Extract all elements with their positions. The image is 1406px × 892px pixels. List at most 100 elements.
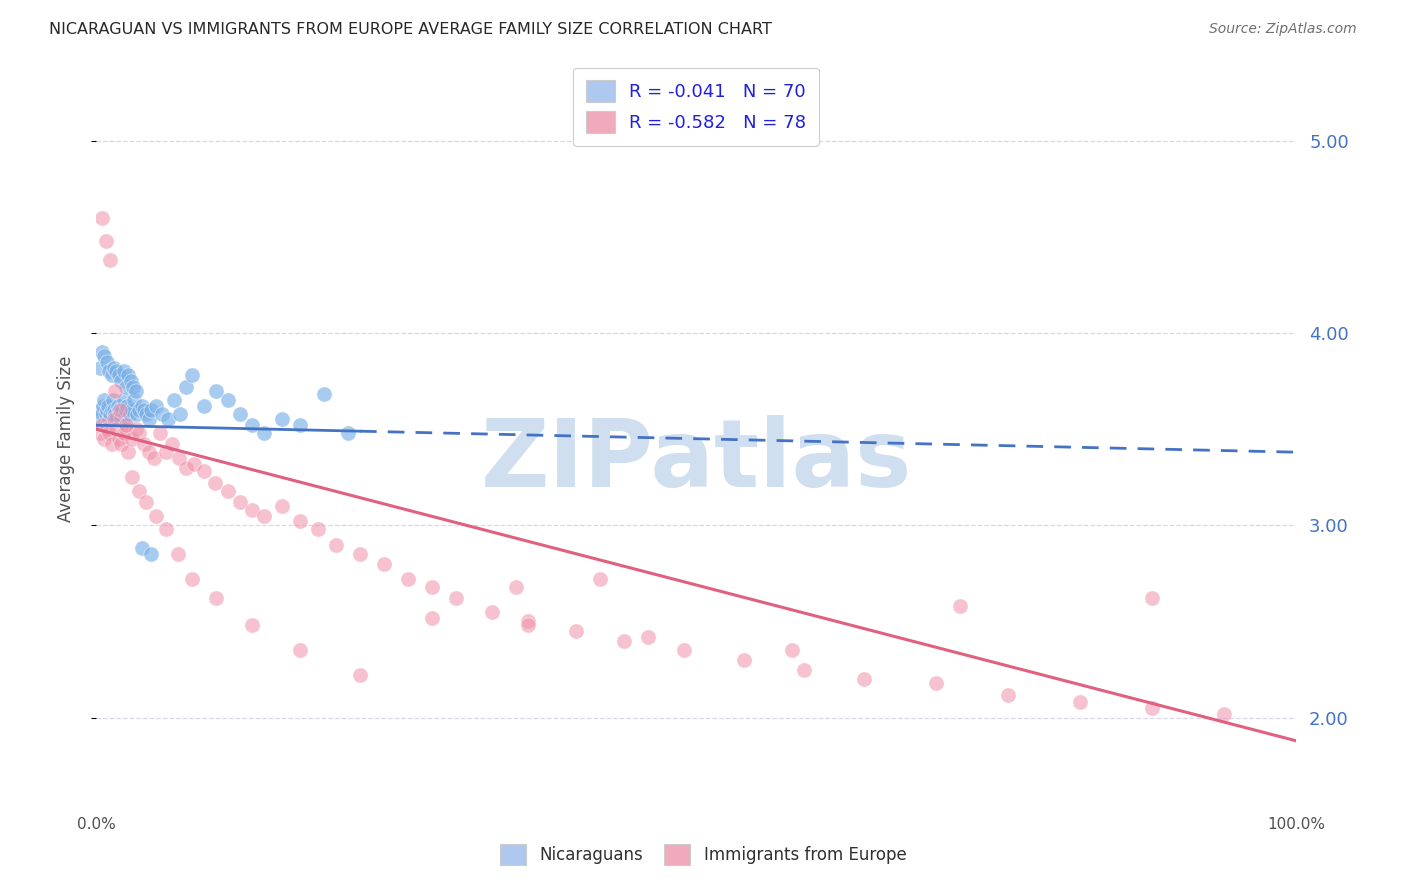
Point xyxy=(135,495,157,509)
Point xyxy=(121,402,143,417)
Point xyxy=(91,418,114,433)
Point xyxy=(104,384,127,398)
Point xyxy=(1069,695,1091,709)
Point xyxy=(156,412,179,426)
Point xyxy=(132,437,155,451)
Point xyxy=(240,618,263,632)
Point xyxy=(105,412,128,426)
Point xyxy=(122,380,145,394)
Point xyxy=(396,572,419,586)
Point xyxy=(997,688,1019,702)
Point xyxy=(288,643,311,657)
Point xyxy=(589,572,612,586)
Point xyxy=(325,537,347,551)
Point xyxy=(793,663,815,677)
Point xyxy=(205,591,228,606)
Point xyxy=(193,399,215,413)
Point xyxy=(349,547,371,561)
Point xyxy=(169,407,191,421)
Point xyxy=(100,402,122,417)
Point xyxy=(125,407,148,421)
Point xyxy=(118,407,141,421)
Point xyxy=(253,508,276,523)
Point xyxy=(138,445,160,459)
Point xyxy=(110,374,132,388)
Point xyxy=(93,432,115,446)
Point xyxy=(91,345,114,359)
Point xyxy=(108,432,131,446)
Point xyxy=(108,407,131,421)
Point xyxy=(112,393,135,408)
Point xyxy=(505,580,527,594)
Point xyxy=(115,399,138,413)
Point xyxy=(271,412,294,426)
Point xyxy=(91,407,114,421)
Text: NICARAGUAN VS IMMIGRANTS FROM EUROPE AVERAGE FAMILY SIZE CORRELATION CHART: NICARAGUAN VS IMMIGRANTS FROM EUROPE AVE… xyxy=(49,22,772,37)
Point xyxy=(96,422,118,436)
Point xyxy=(288,515,311,529)
Point xyxy=(217,483,239,498)
Point xyxy=(141,402,163,417)
Point xyxy=(115,422,138,436)
Point xyxy=(166,547,188,561)
Point xyxy=(1212,706,1234,721)
Point xyxy=(217,393,239,408)
Point xyxy=(733,653,755,667)
Point xyxy=(103,402,125,417)
Point xyxy=(100,252,122,267)
Point xyxy=(420,610,443,624)
Point xyxy=(444,591,467,606)
Point xyxy=(89,360,111,375)
Point xyxy=(613,633,636,648)
Point xyxy=(149,425,172,440)
Point xyxy=(115,402,138,417)
Point xyxy=(1140,591,1163,606)
Point xyxy=(155,522,177,536)
Point xyxy=(135,407,157,421)
Point xyxy=(100,407,122,421)
Point xyxy=(145,399,167,413)
Point xyxy=(288,418,311,433)
Point xyxy=(110,437,132,451)
Point xyxy=(852,672,875,686)
Point xyxy=(124,422,146,436)
Point xyxy=(672,643,695,657)
Point xyxy=(240,503,263,517)
Point xyxy=(128,483,150,498)
Point xyxy=(96,402,118,417)
Point xyxy=(100,437,122,451)
Point xyxy=(312,387,335,401)
Point xyxy=(97,399,120,413)
Point xyxy=(780,643,803,657)
Point xyxy=(145,508,167,523)
Point xyxy=(115,380,138,394)
Point xyxy=(98,364,121,378)
Point xyxy=(174,460,197,475)
Point xyxy=(104,407,127,421)
Point xyxy=(131,541,153,556)
Point xyxy=(517,615,540,629)
Point xyxy=(271,499,294,513)
Text: ZIPatlas: ZIPatlas xyxy=(481,415,911,507)
Point xyxy=(89,412,111,426)
Point xyxy=(105,422,128,436)
Point xyxy=(183,457,205,471)
Point xyxy=(115,418,138,433)
Point xyxy=(124,384,146,398)
Point xyxy=(160,437,183,451)
Point xyxy=(481,605,503,619)
Point xyxy=(94,407,117,421)
Point xyxy=(1140,701,1163,715)
Point xyxy=(108,402,131,417)
Point xyxy=(307,522,329,536)
Point xyxy=(110,412,132,426)
Point xyxy=(120,374,142,388)
Point xyxy=(103,360,125,375)
Point xyxy=(205,384,228,398)
Point xyxy=(96,355,118,369)
Point xyxy=(128,425,150,440)
Point xyxy=(101,393,124,408)
Point xyxy=(181,368,204,383)
Point xyxy=(112,425,135,440)
Point xyxy=(112,364,135,378)
